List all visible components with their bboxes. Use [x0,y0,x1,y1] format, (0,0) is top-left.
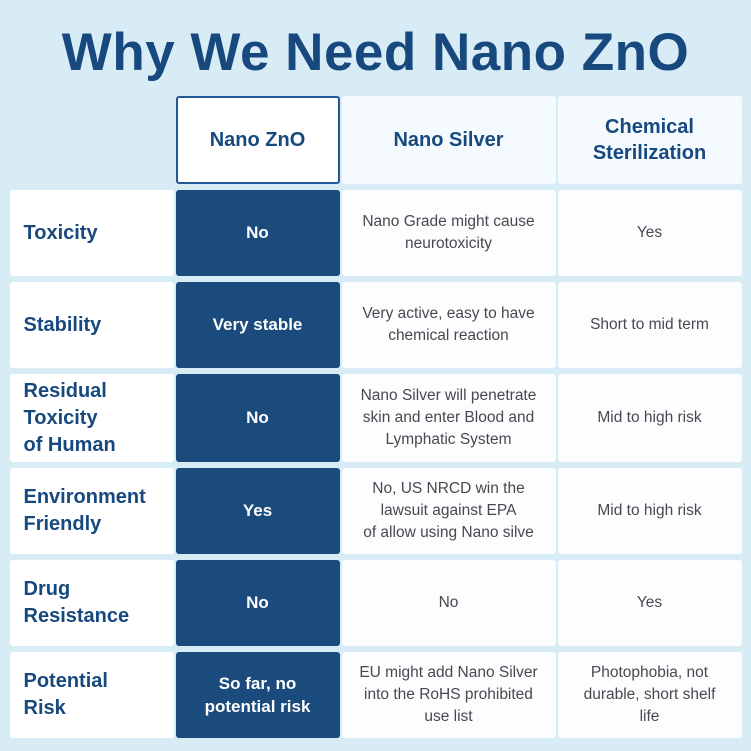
nano-zno-cell: So far, no potential risk [175,652,340,739]
header-spacer [10,96,174,184]
page-title: Why We Need Nano ZnO [61,23,690,82]
row-label: Drug Resistance [9,560,174,647]
nano-zno-cell: No [175,190,340,277]
chemical-sterilization-cell: Yes [557,560,742,647]
column-header-nano-zno: Nano ZnO [175,96,340,185]
nano-silver-cell: Nano Silver will penetrate skin and ente… [341,374,556,463]
nano-silver-cell: No [341,560,556,647]
nano-silver-cell: No, US NRCD win the lawsuit against EPA … [341,468,556,555]
column-header-nano-silver: Nano Silver [341,96,556,185]
chemical-sterilization-cell: Yes [557,190,742,277]
nano-silver-cell: Very active, easy to have chemical react… [341,282,556,369]
row-label: Environment Friendly [9,468,174,555]
nano-silver-cell: EU might add Nano Silver into the RoHS p… [341,652,556,739]
nano-zno-cell: Yes [175,468,340,555]
row-label: Residual Toxicity of Human [9,374,174,463]
row-label: Potential Risk [9,652,174,739]
nano-zno-cell: Very stable [175,282,340,369]
chemical-sterilization-cell: Photophobia, not durable, short shelf li… [557,652,742,739]
nano-zno-cell: No [175,560,340,647]
row-label: Toxicity [9,190,174,277]
chemical-sterilization-cell: Mid to high risk [557,468,742,555]
chemical-sterilization-cell: Mid to high risk [557,374,742,463]
comparison-table: Nano ZnO Nano Silver Chemical Sterilizat… [9,96,742,739]
nano-zno-cell: No [175,374,340,463]
chemical-sterilization-cell: Short to mid term [557,282,742,369]
nano-silver-cell: Nano Grade might cause neurotoxicity [341,190,556,277]
column-header-chemical-sterilization: Chemical Sterilization [557,96,742,185]
row-label: Stability [9,282,174,369]
